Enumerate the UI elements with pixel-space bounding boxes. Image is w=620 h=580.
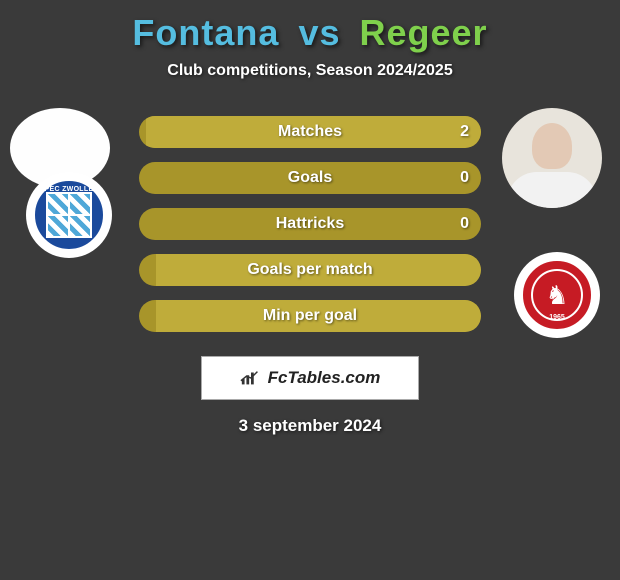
stat-label: Goals per match: [247, 261, 372, 279]
club-left-label: PEC ZWOLLE: [45, 186, 94, 193]
source-badge: FcTables.com: [201, 356, 419, 400]
source-text: FcTables.com: [268, 368, 381, 388]
player2-name: Regeer: [360, 12, 488, 53]
fc-twente-crest: ♞ 1965: [523, 261, 591, 329]
player2-photo: [502, 108, 602, 208]
stat-label: Goals: [288, 169, 332, 187]
player2-club-badge: ♞ 1965: [514, 252, 600, 338]
footer-date: 3 september 2024: [0, 416, 620, 436]
stat-row: Goals 0: [139, 162, 481, 194]
stat-row: Goals per match: [139, 254, 481, 286]
stat-value-right: 0: [460, 169, 469, 187]
stat-value-right: 0: [460, 215, 469, 233]
stats-list: Matches 2 Goals 0 Hattricks 0 Goals per match M…: [139, 116, 481, 332]
stat-label: Min per goal: [263, 307, 357, 325]
player1-name: Fontana: [132, 12, 279, 53]
stat-label: Matches: [278, 123, 342, 141]
player1-club-badge: PEC ZWOLLE: [26, 172, 112, 258]
pec-zwolle-crest: PEC ZWOLLE: [35, 181, 103, 249]
club-right-year: 1965: [549, 314, 565, 321]
stat-row: Min per goal: [139, 300, 481, 332]
comparison-area: PEC ZWOLLE ♞ 1965 Matches2Goals0Hattrick…: [0, 116, 620, 436]
page-title: Fontana vs Regeer: [0, 0, 620, 54]
stat-label: Hattricks: [276, 215, 344, 233]
stat-row: Matches 2: [139, 116, 481, 148]
stat-row: Hattricks 0: [139, 208, 481, 240]
chart-icon: [240, 369, 262, 387]
subtitle: Club competitions, Season 2024/2025: [0, 62, 620, 80]
vs-label: vs: [298, 12, 340, 53]
horse-icon: ♞: [545, 280, 568, 311]
stat-value-right: 2: [460, 123, 469, 141]
